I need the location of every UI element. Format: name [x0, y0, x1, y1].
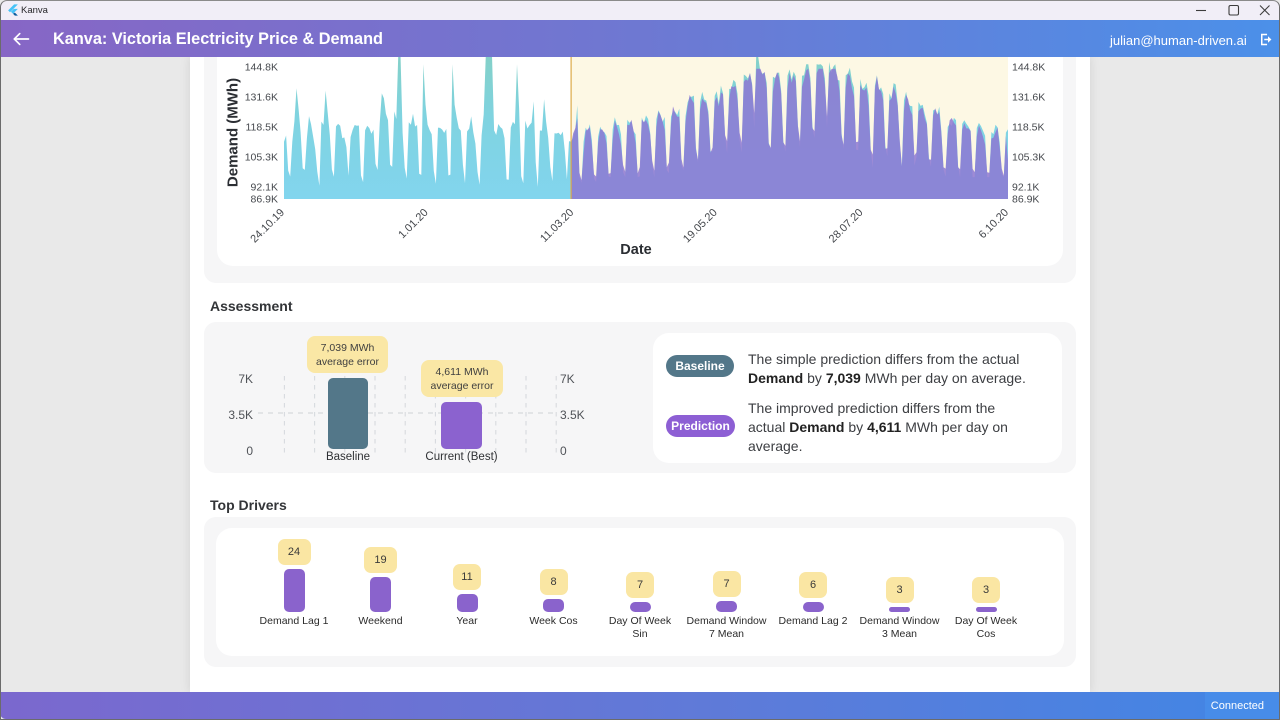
svg-text:6.10.20: 6.10.20: [977, 207, 1011, 241]
svg-text:Demand (MWh): Demand (MWh): [225, 78, 242, 187]
svg-text:131.6K: 131.6K: [245, 92, 278, 104]
svg-text:86.9K: 86.9K: [251, 194, 278, 206]
svg-text:118.5K: 118.5K: [246, 122, 279, 134]
svg-text:105.3K: 105.3K: [1012, 152, 1045, 164]
svg-text:1.01.20: 1.01.20: [396, 207, 430, 241]
svg-text:131.6K: 131.6K: [1012, 92, 1045, 104]
svg-text:11.03.20: 11.03.20: [538, 207, 576, 245]
svg-text:86.9K: 86.9K: [1012, 194, 1039, 206]
svg-text:105.3K: 105.3K: [245, 152, 278, 164]
svg-text:Date: Date: [620, 242, 651, 258]
svg-text:24.10.19: 24.10.19: [248, 207, 287, 246]
svg-text:144.8K: 144.8K: [245, 62, 278, 74]
svg-text:92.1K: 92.1K: [1012, 182, 1039, 194]
svg-text:19.05.20: 19.05.20: [681, 207, 720, 246]
svg-text:118.5K: 118.5K: [1012, 122, 1045, 134]
svg-text:92.1K: 92.1K: [251, 182, 278, 194]
svg-text:28.07.20: 28.07.20: [827, 207, 866, 246]
svg-text:144.8K: 144.8K: [1012, 62, 1045, 74]
